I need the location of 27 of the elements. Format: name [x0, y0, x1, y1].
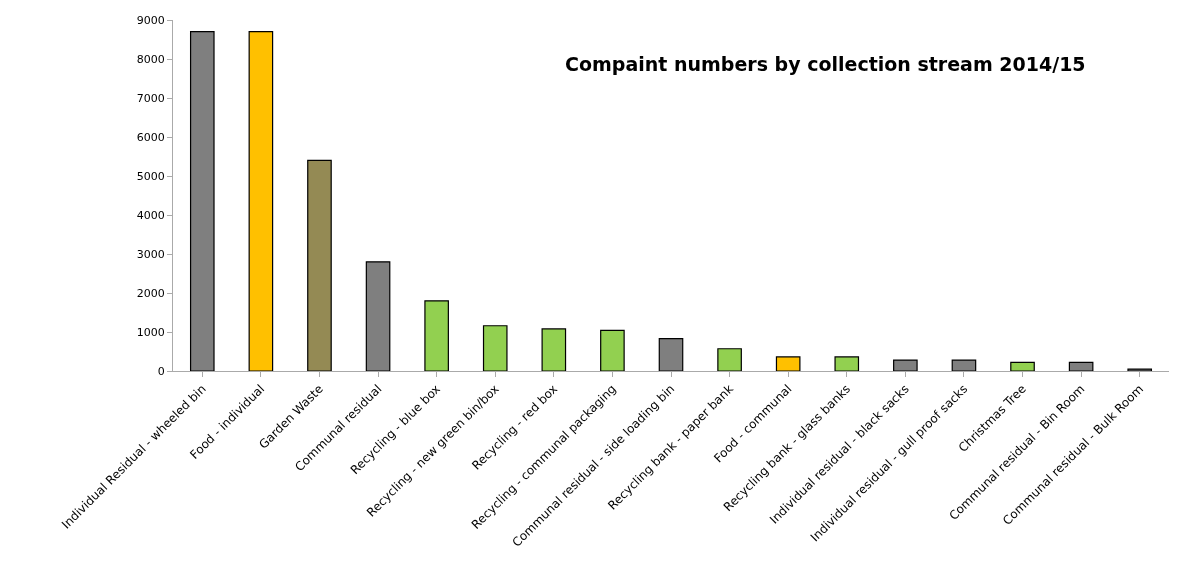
y-tick-label: 7000	[136, 91, 165, 105]
y-tick-label: 2000	[136, 286, 165, 300]
text: Compaint numbers by collection stream 2014/15	[565, 52, 1086, 75]
bar	[658, 338, 684, 371]
bar	[600, 329, 625, 371]
bar	[717, 348, 742, 371]
bar	[365, 261, 391, 371]
y-tick-label: 8000	[136, 52, 165, 66]
bar	[951, 359, 977, 371]
y-tick-label: 5000	[136, 169, 165, 183]
bar	[482, 325, 508, 371]
bar	[775, 356, 801, 371]
bar	[1010, 361, 1035, 371]
bar	[893, 359, 918, 371]
y-tick-label: 9000	[136, 13, 165, 27]
y-tick-label: 6000	[136, 130, 165, 144]
y-tick-label: 4000	[136, 208, 165, 222]
bar	[189, 31, 215, 371]
bar	[307, 159, 332, 371]
y-tick-label: 0	[157, 364, 165, 378]
bar	[541, 328, 567, 371]
bar	[1068, 361, 1094, 371]
y-tick-label: 3000	[136, 247, 165, 261]
bar	[248, 31, 274, 371]
bar	[834, 356, 860, 371]
y-tick-label: 1000	[136, 325, 165, 339]
bar	[424, 300, 449, 371]
